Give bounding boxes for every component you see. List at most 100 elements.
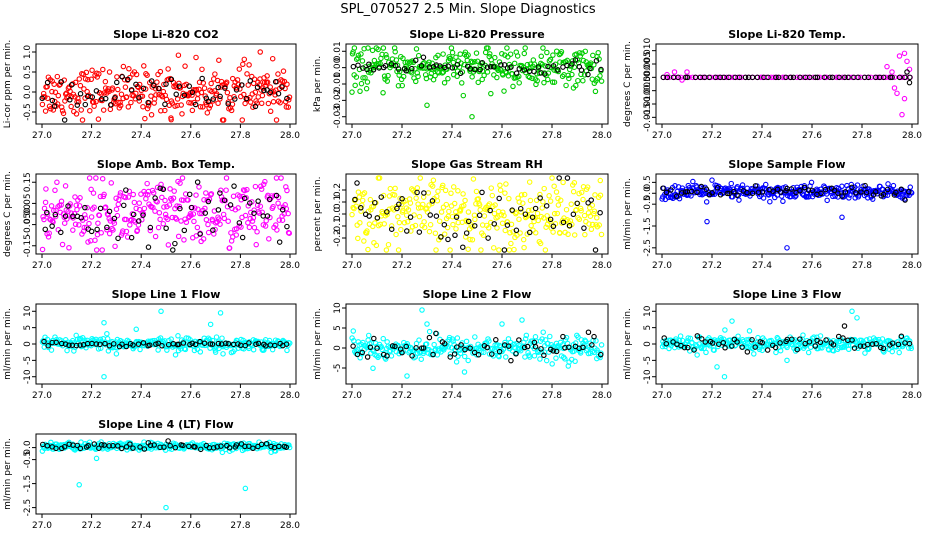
data-point (365, 246, 371, 253)
data-point (756, 346, 763, 353)
data-point (242, 212, 249, 219)
data-point (185, 197, 191, 203)
data-point (557, 230, 563, 236)
data-point (123, 444, 130, 450)
data-point (76, 203, 83, 209)
data-point (854, 182, 861, 188)
data-point (205, 221, 211, 228)
data-point (396, 219, 403, 226)
x-tick-label: 27.4 (131, 521, 151, 531)
data-point (201, 197, 207, 203)
data-point (102, 78, 109, 85)
data-point (404, 341, 411, 347)
data-point (556, 175, 562, 181)
data-point (805, 349, 812, 356)
data-point (195, 206, 201, 212)
data-point (272, 448, 279, 454)
plot-title: Slope Line 1 Flow (112, 288, 221, 301)
data-point (249, 218, 256, 224)
y-tick-label: -5 (23, 356, 33, 365)
series-black (350, 54, 604, 78)
data-point (189, 340, 196, 347)
data-point (221, 197, 228, 203)
data-point (491, 221, 497, 227)
data-point (461, 202, 467, 209)
data-point (123, 343, 130, 350)
data-point (186, 83, 193, 89)
data-point (362, 75, 368, 81)
data-point (481, 72, 487, 79)
data-point (485, 225, 492, 231)
data-point (384, 339, 390, 345)
data-point (749, 336, 755, 343)
data-point (157, 68, 164, 75)
data-point (233, 232, 240, 238)
x-tick-label: 28.0 (592, 261, 612, 271)
data-point (855, 74, 861, 81)
data-point (217, 310, 224, 316)
data-point (842, 74, 848, 81)
data-point (562, 356, 568, 362)
series-black (41, 338, 290, 350)
data-point (145, 102, 152, 109)
series-black (39, 74, 290, 123)
data-point (409, 353, 415, 359)
data-point (250, 445, 256, 451)
data-point (469, 113, 475, 120)
data-point (537, 240, 544, 247)
data-point (380, 90, 386, 96)
data-point (557, 197, 564, 204)
data-point (526, 229, 533, 236)
data-point (360, 191, 366, 197)
data-point (111, 215, 118, 222)
data-point (734, 192, 740, 199)
data-point (208, 80, 214, 87)
data-point (578, 189, 585, 196)
data-point (526, 207, 532, 214)
data-point (246, 62, 252, 68)
data-point (382, 63, 389, 69)
data-point (385, 72, 391, 79)
data-point (744, 189, 750, 196)
data-point (274, 227, 280, 233)
data-point (373, 353, 380, 359)
data-point (395, 83, 402, 89)
data-point (415, 52, 422, 59)
plot-title: Slope Sample Flow (728, 158, 845, 171)
data-point (353, 203, 359, 209)
data-point (906, 338, 913, 344)
data-point (729, 343, 735, 349)
data-point (560, 219, 567, 226)
data-point (266, 236, 272, 242)
data-point (557, 59, 563, 65)
data-point (759, 347, 765, 354)
data-point (531, 68, 537, 75)
data-point (476, 212, 483, 219)
data-point (88, 228, 95, 235)
data-point (77, 342, 83, 348)
data-point (521, 244, 527, 251)
data-point (490, 245, 497, 251)
data-point (743, 337, 750, 343)
data-point (72, 79, 79, 86)
data-point (89, 67, 95, 74)
data-point (355, 55, 361, 61)
data-point (178, 102, 184, 108)
data-point (547, 218, 553, 225)
data-point (527, 197, 534, 204)
data-point (263, 440, 270, 447)
data-point (232, 96, 238, 102)
data-point (499, 220, 506, 227)
data-point (269, 346, 276, 353)
data-point (485, 45, 491, 51)
data-point (176, 83, 183, 89)
data-point (441, 231, 448, 237)
data-point (150, 190, 157, 196)
data-point (350, 343, 356, 349)
data-point (488, 90, 494, 97)
data-point (465, 357, 471, 364)
data-point (698, 183, 705, 190)
data-point (592, 88, 599, 95)
data-point (383, 247, 390, 253)
data-point (549, 361, 555, 367)
